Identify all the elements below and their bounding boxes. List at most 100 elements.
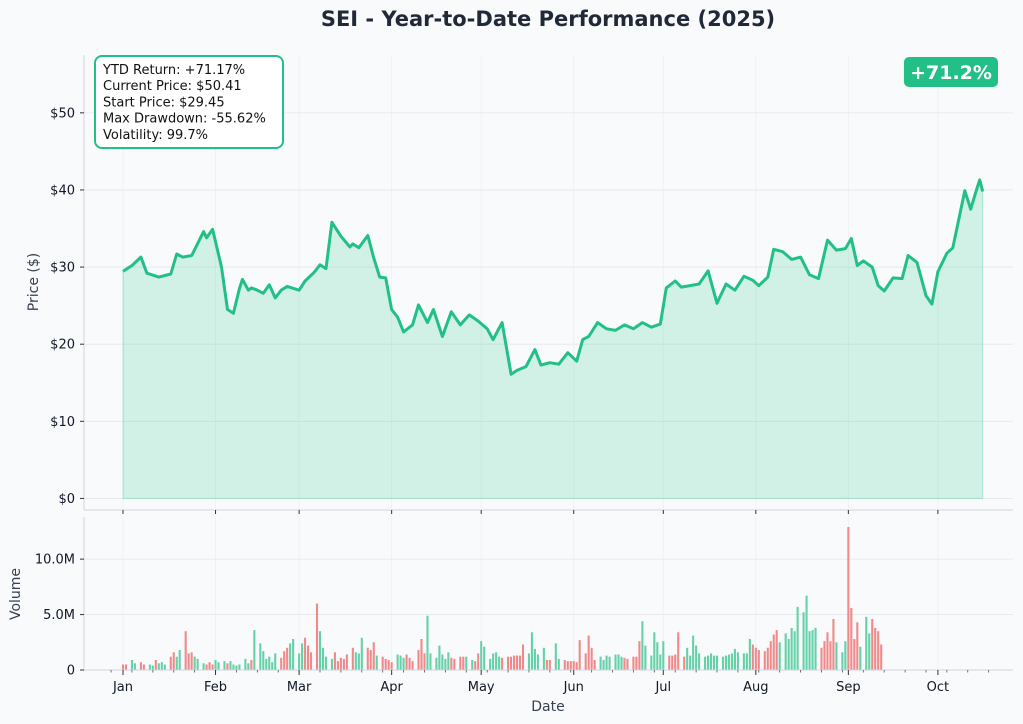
volume-bar bbox=[521, 644, 525, 670]
volume-bar bbox=[856, 622, 859, 670]
volume-bar bbox=[692, 635, 695, 670]
volume-bar bbox=[847, 527, 850, 670]
volume-bar bbox=[695, 645, 698, 670]
volume-bar bbox=[330, 658, 333, 670]
volume-bar bbox=[527, 653, 531, 670]
volume-bar bbox=[754, 647, 757, 670]
volume-bar bbox=[262, 651, 265, 670]
volume-bar bbox=[148, 664, 151, 670]
volume-bar bbox=[498, 656, 501, 670]
price-y-tick-label: $50 bbox=[50, 106, 75, 121]
volume-bar bbox=[259, 643, 262, 670]
volume-bar bbox=[139, 662, 142, 670]
volume-bar bbox=[399, 655, 402, 670]
volume-bar bbox=[301, 643, 304, 670]
volume-bar bbox=[318, 631, 322, 670]
price-y-tick-label: $20 bbox=[50, 338, 75, 353]
volume-bar bbox=[483, 646, 486, 670]
volume-bar bbox=[238, 664, 241, 670]
volume-grid bbox=[84, 517, 1013, 671]
volume-bar bbox=[205, 664, 208, 670]
volume-y-tick-label: 10.0M bbox=[35, 553, 75, 568]
volume-bar bbox=[474, 661, 477, 670]
volume-bar bbox=[683, 656, 686, 670]
volume-bar bbox=[563, 660, 566, 670]
volume-bar bbox=[211, 664, 214, 670]
volume-bar bbox=[405, 654, 408, 670]
volume-bar bbox=[745, 653, 748, 670]
volume-bar bbox=[163, 664, 166, 670]
volume-bar bbox=[289, 643, 292, 670]
price-y-tick-label: $0 bbox=[58, 492, 75, 507]
volume-bar bbox=[617, 654, 620, 670]
volume-bar bbox=[548, 660, 551, 670]
volume-bar bbox=[710, 653, 713, 670]
volume-bar bbox=[124, 664, 128, 670]
volume-bar bbox=[250, 660, 253, 670]
volume-bar bbox=[429, 653, 432, 670]
volume-bar bbox=[790, 627, 793, 670]
volume-bar bbox=[518, 655, 522, 670]
volume-bar bbox=[820, 647, 823, 670]
volume-bar bbox=[283, 651, 286, 670]
month-tick-label-apr: Apr bbox=[380, 680, 403, 695]
volume-bar bbox=[736, 652, 739, 670]
volume-bar bbox=[515, 655, 519, 670]
volume-bar bbox=[244, 658, 247, 670]
volume-bar bbox=[530, 632, 533, 670]
volume-bar bbox=[229, 661, 232, 670]
volume-bar bbox=[671, 655, 674, 670]
volume-bar bbox=[874, 627, 877, 670]
volume-bar bbox=[333, 652, 336, 670]
volume-bar bbox=[223, 661, 226, 670]
volume-bar bbox=[566, 661, 569, 670]
volume-bar bbox=[844, 641, 847, 670]
volume-bar bbox=[420, 639, 423, 670]
volume-panel: 0 5.0M 10.0M Jan Feb Mar Apr May Jun Jul Aug Sep Oc… bbox=[8, 517, 1013, 715]
volume-bar bbox=[698, 653, 701, 670]
volume-bar bbox=[635, 656, 638, 670]
volume-bar bbox=[336, 661, 339, 670]
volume-bar bbox=[853, 639, 856, 670]
volume-bar bbox=[823, 641, 826, 670]
volume-bar bbox=[766, 647, 769, 670]
stats-max-drawdown: Max Drawdown: -55.62% bbox=[103, 112, 266, 127]
volume-bar bbox=[841, 652, 844, 670]
month-tick-label-may: May bbox=[468, 680, 495, 695]
month-tick-label-jul: Jul bbox=[654, 680, 671, 695]
volume-bar bbox=[704, 656, 707, 670]
volume-bar bbox=[190, 652, 193, 670]
volume-bar bbox=[369, 650, 372, 670]
month-tick-label-mar: Mar bbox=[287, 680, 312, 695]
volume-bar bbox=[850, 607, 853, 670]
volume-bar bbox=[321, 647, 325, 670]
volume-bar bbox=[130, 660, 134, 670]
volume-bar bbox=[396, 654, 399, 670]
volume-bar bbox=[169, 656, 172, 670]
volume-bar bbox=[733, 648, 736, 670]
volume-bar bbox=[372, 642, 375, 670]
volume-bar bbox=[751, 644, 754, 670]
volume-bar bbox=[444, 658, 447, 670]
volume-bar bbox=[310, 652, 313, 670]
date-axis-label: Date bbox=[531, 699, 564, 715]
price-axis bbox=[83, 55, 1013, 514]
volume-bar bbox=[638, 641, 641, 670]
volume-bar bbox=[157, 663, 160, 670]
volume-bar bbox=[286, 647, 289, 670]
volume-bar bbox=[417, 650, 420, 670]
volume-bar bbox=[641, 621, 644, 670]
volume-y-tick-label: 5.0M bbox=[43, 608, 75, 623]
volume-bar bbox=[793, 631, 796, 670]
price-area-fill bbox=[122, 178, 984, 499]
volume-bar bbox=[805, 595, 808, 670]
volume-bar bbox=[459, 656, 462, 670]
price-line bbox=[122, 178, 985, 376]
volume-bar bbox=[324, 656, 328, 670]
price-axis-label: Price ($) bbox=[26, 253, 42, 311]
volume-bar bbox=[462, 656, 465, 670]
volume-bar bbox=[178, 650, 181, 670]
volume-bar bbox=[450, 657, 453, 670]
volume-y-tick-label: 0 bbox=[67, 664, 75, 679]
volume-bar bbox=[184, 631, 187, 670]
